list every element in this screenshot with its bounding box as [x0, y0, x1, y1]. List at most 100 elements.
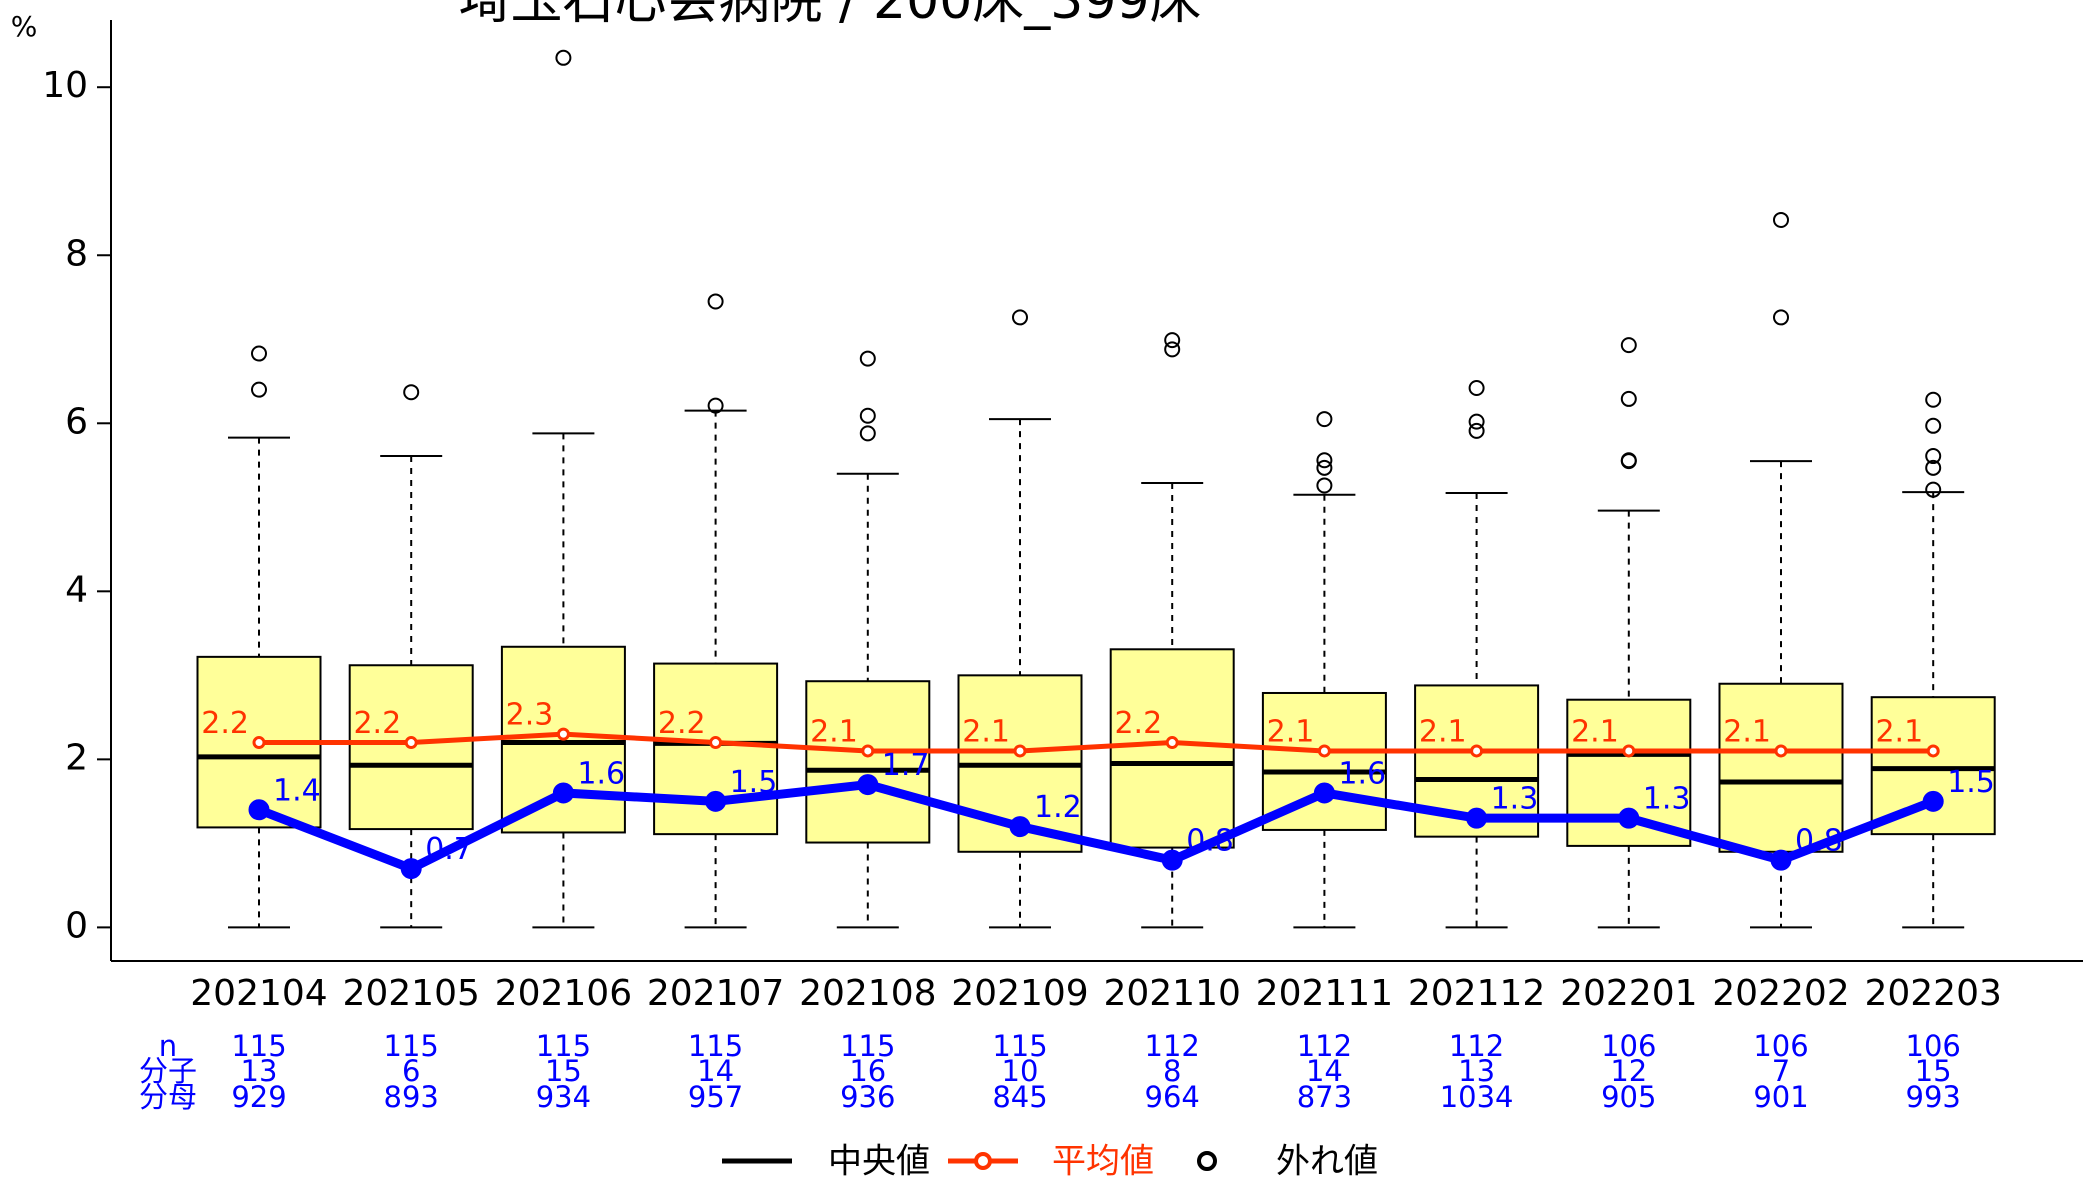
x-tick-label: 202203 — [1864, 973, 2001, 1014]
outlier — [707, 293, 724, 310]
hospital-label: 1.7 — [882, 748, 930, 783]
outlier — [1468, 379, 1485, 396]
legend-label: 中央値 — [828, 1142, 930, 1181]
outlier — [1316, 477, 1333, 494]
mean-point — [1470, 744, 1484, 758]
mean-label: 2.1 — [1571, 714, 1619, 749]
table-cell: 12 — [1610, 1054, 1647, 1088]
hospital-label: 1.6 — [1338, 756, 1386, 791]
table-cell: 15 — [1915, 1054, 1952, 1088]
outlier — [1164, 332, 1181, 349]
y-tick-label: 6 — [65, 401, 88, 442]
x-tick-label: 202201 — [1560, 973, 1697, 1014]
hospital-point — [1922, 790, 1944, 812]
mean-point — [1774, 744, 1788, 758]
table-row-label: 分母 — [139, 1080, 197, 1114]
table-cell: 106 — [1601, 1029, 1656, 1063]
hospital-point — [857, 774, 879, 796]
mean-point — [252, 736, 266, 750]
table-cell: 106 — [1753, 1029, 1808, 1063]
table-cell: 112 — [1145, 1029, 1200, 1063]
hospital-line — [257, 779, 1935, 874]
mean-label: 2.1 — [1267, 714, 1315, 749]
outlier — [1620, 337, 1637, 354]
table-cell: 10 — [1002, 1054, 1039, 1088]
mean-point — [404, 736, 418, 750]
table-cell: 14 — [697, 1054, 734, 1088]
mean-label: 2.1 — [1875, 714, 1923, 749]
table-cell: 14 — [1306, 1054, 1343, 1088]
outlier — [1773, 309, 1789, 326]
hospital-point — [552, 782, 574, 804]
y-tick-label: 10 — [42, 65, 88, 106]
outlier — [1012, 309, 1028, 326]
legend-mean-marker — [974, 1152, 992, 1170]
x-tick-label: 202110 — [1103, 973, 1240, 1014]
y-tick-label: 4 — [65, 569, 88, 610]
table-cell: 993 — [1906, 1080, 1961, 1114]
mean-point — [1013, 744, 1027, 758]
mean-label: 2.1 — [1723, 714, 1771, 749]
mean-label: 2.1 — [1419, 714, 1467, 749]
mean-point — [1165, 736, 1179, 750]
mean-line — [259, 731, 1934, 754]
mean-label: 2.2 — [201, 706, 249, 741]
y-tick-label: 2 — [65, 737, 88, 778]
outlier — [555, 49, 572, 66]
legend-outlier-marker — [1197, 1151, 1217, 1171]
y-tick-label: 0 — [65, 905, 88, 946]
table-cell: 964 — [1145, 1080, 1200, 1114]
x-tick-label: 202108 — [799, 973, 936, 1014]
mean-point — [861, 744, 875, 758]
mean-point — [1926, 744, 1940, 758]
table-cell: 845 — [992, 1080, 1047, 1114]
box — [1718, 682, 1844, 853]
table-cell: 112 — [1449, 1029, 1504, 1063]
table-cell: 15 — [545, 1054, 582, 1088]
chart-title: 埼玉石心会病院 / 200床_399床 — [458, 0, 1201, 31]
outlier — [1164, 341, 1181, 358]
hospital-label: 1.6 — [577, 756, 625, 791]
hospital-label: 1.2 — [1034, 790, 1082, 825]
x-tick-label: 202104 — [190, 973, 327, 1014]
mean-label: 2.2 — [353, 706, 401, 741]
table-cell: 957 — [688, 1080, 743, 1114]
hospital-point — [400, 858, 422, 880]
hospital-point — [1466, 807, 1488, 829]
table-cell: 106 — [1906, 1029, 1961, 1063]
table-cell: 7 — [1772, 1054, 1790, 1088]
table-cell: 6 — [402, 1054, 420, 1088]
hospital-point — [1161, 849, 1183, 871]
hospital-point — [1313, 782, 1335, 804]
table-cell: 8 — [1163, 1054, 1181, 1088]
outlier — [1925, 391, 1942, 408]
x-tick-label: 202109 — [951, 973, 1088, 1014]
table-cell: 115 — [536, 1029, 591, 1063]
mean-label: 2.1 — [962, 714, 1010, 749]
table-cell: 905 — [1601, 1080, 1656, 1114]
hospital-label: 1.5 — [1947, 765, 1995, 800]
hospital-point — [1618, 807, 1640, 829]
table-cell: 115 — [840, 1029, 895, 1063]
x-tick-label: 202111 — [1256, 973, 1393, 1014]
mean-label: 2.2 — [1114, 706, 1162, 741]
outlier — [859, 425, 876, 442]
y-tick-label: 8 — [65, 233, 88, 274]
mean-point — [1622, 744, 1636, 758]
table-cell: 936 — [840, 1080, 895, 1114]
box — [805, 680, 931, 844]
table-cell: 929 — [231, 1080, 286, 1114]
hospital-label: 1.5 — [730, 765, 778, 800]
outlier — [859, 407, 876, 424]
outlier — [1773, 211, 1789, 228]
hospital-point — [1770, 849, 1792, 871]
outlier — [1925, 417, 1942, 434]
table-cell: 112 — [1297, 1029, 1352, 1063]
mean-label: 2.3 — [506, 698, 554, 733]
x-tick-label: 202202 — [1712, 973, 1849, 1014]
hospital-point — [705, 790, 727, 812]
x-tick-label: 202105 — [342, 973, 479, 1014]
outlier — [1468, 422, 1485, 439]
outlier — [403, 384, 420, 401]
